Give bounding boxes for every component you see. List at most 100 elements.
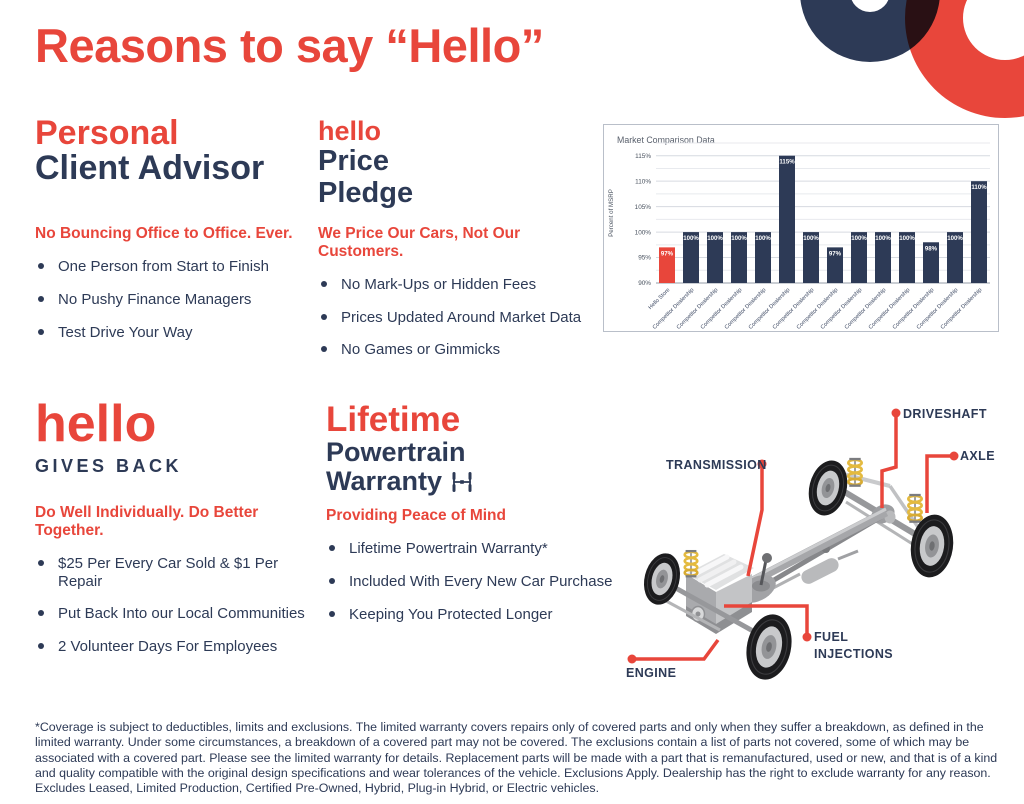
page-title: Reasons to say “Hello”	[35, 19, 544, 72]
section-title-line1: Powertrain	[326, 436, 466, 467]
diagram-label-axle: AXLE	[960, 449, 995, 463]
bar-value-label: 97%	[829, 250, 842, 257]
warranty-footnote: *Coverage is subject to deductibles, lim…	[35, 720, 998, 795]
chart-bar	[683, 232, 699, 283]
chart-bar	[707, 232, 723, 283]
red-ring-icon	[905, 0, 1024, 118]
gives-back-wordmark: GIVES BACK	[35, 456, 183, 477]
section-subtitle: Do Well Individually. Do Better Together…	[35, 504, 259, 540]
section-gives-back: hello GIVES BACK Do Well Individually. D…	[35, 395, 323, 671]
callout-lines	[632, 413, 954, 661]
bullet-item: Put Back Into our Local Communities	[35, 605, 323, 622]
x-category-label: Competitor Dealership	[748, 287, 792, 331]
chassis-illustration	[627, 408, 959, 685]
x-category-label: Competitor Dealership	[892, 287, 936, 331]
bullet-item: Prices Updated Around Market Data	[318, 309, 602, 326]
chart-bar	[755, 232, 771, 283]
bullet-list: No Mark-Ups or Hidden Fees Prices Update…	[318, 276, 602, 359]
y-tick-label: 110%	[635, 178, 651, 185]
x-category-label: Competitor Dealership	[676, 287, 720, 331]
bullet-list: One Person from Start to Finish No Pushy…	[35, 258, 307, 341]
bar-value-label: 100%	[683, 235, 699, 242]
x-category-label: Competitor Dealership	[844, 287, 888, 331]
navy-ring-icon	[800, 0, 940, 62]
y-tick-label: 115%	[635, 153, 651, 160]
bullet-item: No Pushy Finance Managers	[35, 291, 307, 308]
chart-bar	[779, 155, 795, 283]
chart-bar	[875, 232, 891, 283]
bar-value-label: 100%	[707, 235, 723, 242]
bullet-list: $25 Per Every Car Sold & $1 Per Repair P…	[35, 555, 323, 655]
bar-value-label: 110%	[971, 184, 987, 191]
hello-brand-wordmark: hello	[35, 395, 157, 453]
section-title-accent: Lifetime	[326, 400, 461, 439]
x-category-label: Competitor Dealership	[700, 287, 744, 331]
y-tick-label: 95%	[638, 255, 651, 262]
bar-value-label: 100%	[755, 235, 771, 242]
brand-rings-decoration	[800, 0, 1024, 118]
x-category-label: Hello Store	[648, 287, 672, 311]
bullet-item: One Person from Start to Finish	[35, 258, 307, 275]
bar-value-label: 100%	[947, 235, 963, 242]
x-category-label: Competitor Dealership	[868, 287, 912, 331]
powertrain-icon	[452, 471, 472, 492]
y-axis-label: Percent of MSRP	[608, 189, 615, 237]
market-comparison-chart: Market Comparison Data 90% 95% 100% 105% 110…	[603, 124, 999, 332]
chart-bar	[731, 232, 747, 283]
bullet-item: No Games or Gimmicks	[318, 341, 602, 358]
chart-bar	[851, 232, 867, 283]
bar-value-label: 100%	[899, 235, 915, 242]
bar-value-label: 100%	[875, 235, 891, 242]
y-tick-label: 90%	[638, 280, 651, 287]
y-tick-label: 100%	[635, 229, 652, 236]
section-title-line2: Pledge	[318, 177, 414, 210]
section-subtitle: Providing Peace of Mind	[326, 507, 506, 525]
section-title-main: Client Advisor	[35, 148, 265, 187]
section-title-line2: Warranty	[326, 465, 618, 496]
x-category-label: Competitor Dealership	[916, 287, 960, 331]
chart-bar	[803, 232, 819, 283]
bar-value-label: 100%	[851, 235, 867, 242]
bullet-item: Lifetime Powertrain Warranty*	[326, 540, 618, 557]
hello-brand-wordmark: hello	[318, 116, 382, 146]
x-category-label: Competitor Dealership	[652, 287, 696, 331]
section-subtitle: No Bouncing Office to Office. Ever.	[35, 225, 293, 243]
callout-dots	[627, 408, 959, 664]
chart-bar	[971, 181, 987, 283]
bullet-item: $25 Per Every Car Sold & $1 Per Repair	[35, 555, 323, 590]
x-category-label: Competitor Dealership	[820, 287, 864, 331]
bar-value-label: 100%	[803, 235, 819, 242]
bullet-item: No Mark-Ups or Hidden Fees	[318, 276, 602, 293]
bar-value-label: 98%	[925, 245, 938, 252]
bar-chart: Market Comparison Data 90% 95% 100% 105% 110…	[608, 135, 990, 331]
x-category-label: Competitor Dealership	[724, 287, 768, 331]
bullet-item: Test Drive Your Way	[35, 324, 307, 341]
bullet-item: Keeping You Protected Longer	[326, 606, 618, 623]
bullet-item: 2 Volunteer Days For Employees	[35, 638, 323, 655]
diagram-label-transmission: TRANSMISSION	[666, 458, 767, 472]
chart-bar	[923, 242, 939, 283]
powertrain-diagram: DRIVESHAFT AXLE TRANSMISSION FUEL INJECT…	[600, 390, 1024, 690]
chart-bar	[827, 247, 843, 283]
warranty-label: Warranty	[326, 465, 443, 496]
chart-title: Market Comparison Data	[617, 135, 715, 145]
x-category-label: Competitor Dealership	[940, 287, 984, 331]
section-title-accent: Personal	[35, 114, 179, 152]
chart-bar	[899, 232, 915, 283]
bar-value-label: 100%	[731, 235, 747, 242]
section-title-line1: Price	[318, 145, 389, 177]
bar-value-label: 97%	[661, 250, 674, 257]
x-category-label: Competitor Dealership	[796, 287, 840, 331]
section-personal-client-advisor: Personal Client Advisor No Bouncing Offi…	[35, 116, 307, 357]
diagram-label-driveshaft: DRIVESHAFT	[903, 407, 987, 421]
section-price-pledge: hello Price Pledge We Price Our Cars, No…	[318, 118, 602, 374]
bar-value-label: 115%	[779, 159, 795, 166]
x-category-label: Competitor Dealership	[772, 287, 816, 331]
diagram-label-fuel-injections: FUEL INJECTIONS	[814, 630, 894, 661]
chart-bar	[659, 247, 675, 283]
section-subtitle: We Price Our Cars, Not Our Customers.	[318, 224, 521, 260]
chart-bar	[947, 232, 963, 283]
diagram-label-engine: ENGINE	[626, 666, 677, 680]
y-tick-label: 105%	[635, 204, 652, 211]
